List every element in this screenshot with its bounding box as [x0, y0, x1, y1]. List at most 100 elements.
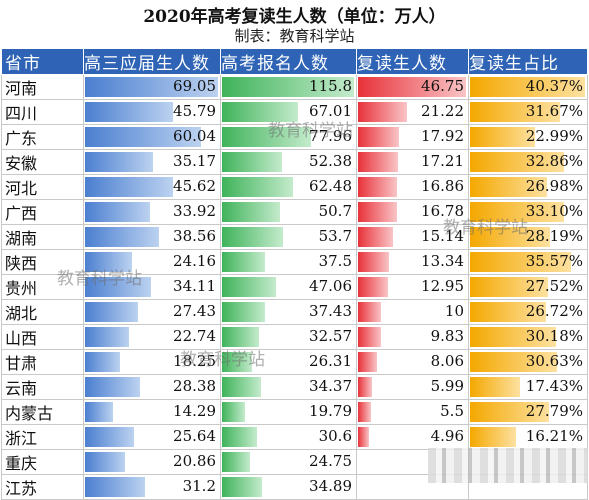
value-label: 8.06	[430, 352, 464, 370]
value-label: 67.01	[309, 102, 352, 120]
table-row: 河北 45.62 62.48 16.86 26.98%	[1, 174, 588, 200]
province-label: 陕西	[5, 254, 38, 273]
value-label: 115.8	[309, 77, 352, 95]
ratio-cell: 31.67%	[468, 99, 588, 125]
data-bar	[222, 252, 265, 272]
province-cell: 广东	[1, 124, 84, 150]
value-label: 35.57%	[525, 252, 583, 270]
table-row: 陕西 24.16 37.5 13.34 35.57%	[1, 249, 588, 275]
data-bar	[222, 377, 261, 397]
province-label: 安徽	[5, 154, 38, 173]
col-header-repeaters: 复读生人数	[356, 48, 469, 75]
value-label: 17.21	[421, 152, 464, 170]
value-label: 33.92	[173, 202, 216, 220]
table-row: 广西 33.92 50.7 16.78 33.10%	[1, 199, 588, 225]
value-label: 62.48	[309, 177, 352, 195]
table-row: 湖南 38.56 53.7 15.14 28.19%	[1, 224, 588, 250]
data-bar	[222, 227, 283, 247]
data-table: 省市 高三应届生人数 高考报名人数 复读生人数 复读生占比 河南 69.05 115…	[1, 48, 588, 500]
data-bar	[470, 352, 557, 372]
ratio-cell: 28.19%	[468, 224, 588, 250]
value-label: 35.17	[173, 152, 216, 170]
province-label: 重庆	[5, 454, 38, 473]
repeaters-cell: 16.78	[356, 199, 469, 225]
data-bar	[222, 202, 280, 222]
graduates-cell: 35.17	[83, 149, 221, 175]
province-cell: 广西	[1, 199, 84, 225]
chart-title: 2020年高考复读生人数（单位：万人）	[143, 7, 446, 27]
graduates-cell: 60.04	[83, 124, 221, 150]
value-label: 4.96	[430, 427, 464, 445]
data-bar	[222, 102, 298, 122]
value-label: 31.2	[182, 477, 216, 495]
data-bar	[470, 177, 547, 197]
value-label: 19.79	[309, 402, 352, 420]
value-label: 16.21%	[525, 427, 583, 445]
value-label: 24.75	[309, 452, 352, 470]
value-label: 18.25	[173, 352, 216, 370]
province-cell: 河南	[1, 74, 84, 100]
province-cell: 浙江	[1, 424, 84, 450]
ratio-cell: 26.72%	[468, 299, 588, 325]
ratio-cell: 26.98%	[468, 174, 588, 200]
data-bar	[222, 427, 257, 447]
repeaters-cell: 8.06	[356, 349, 469, 375]
repeaters-cell: 13.34	[356, 249, 469, 275]
province-cell: 江苏	[1, 474, 84, 500]
value-label: 27.79%	[525, 402, 583, 420]
table-row: 山西 22.74 32.57 9.83 30.18%	[1, 324, 588, 350]
registrations-cell: 53.7	[220, 224, 357, 250]
value-label: 12.95	[421, 277, 464, 295]
value-label: 45.62	[173, 177, 216, 195]
value-label: 77.96	[309, 127, 352, 145]
value-label: 50.7	[318, 202, 352, 220]
data-bar	[358, 302, 381, 322]
registrations-cell: 30.6	[220, 424, 357, 450]
graduates-cell: 31.2	[83, 474, 221, 500]
data-bar	[358, 327, 381, 347]
value-label: 26.72%	[525, 302, 583, 320]
value-label: 24.16	[173, 252, 216, 270]
col-header-province: 省市	[1, 48, 84, 75]
data-bar	[222, 452, 250, 472]
value-label: 40.37%	[525, 77, 583, 95]
data-bar	[222, 327, 259, 347]
ratio-cell: 27.52%	[468, 274, 588, 300]
repeaters-cell: 9.83	[356, 324, 469, 350]
data-bar	[470, 227, 550, 247]
data-bar	[85, 152, 153, 172]
data-bar	[470, 402, 549, 422]
graduates-cell: 33.92	[83, 199, 221, 225]
ratio-cell: 35.57%	[468, 249, 588, 275]
value-label: 26.31	[309, 352, 352, 370]
ratio-cell: 30.63%	[468, 349, 588, 375]
blurred-overlay	[428, 448, 588, 483]
value-label: 30.18%	[525, 327, 583, 345]
data-bar	[470, 377, 520, 397]
province-label: 河南	[5, 79, 38, 98]
repeaters-cell: 16.86	[356, 174, 469, 200]
ratio-cell: 27.79%	[468, 399, 588, 425]
data-bar	[358, 402, 371, 422]
province-cell: 湖北	[1, 299, 84, 325]
value-label: 34.89	[309, 477, 352, 495]
table-row: 云南 28.38 34.37 5.99 17.43%	[1, 374, 588, 400]
value-label: 37.5	[318, 252, 352, 270]
registrations-cell: 34.37	[220, 374, 357, 400]
value-label: 27.43	[173, 302, 216, 320]
data-bar	[85, 127, 201, 147]
value-label: 46.75	[421, 77, 464, 95]
province-label: 浙江	[5, 429, 38, 448]
data-bar	[358, 77, 466, 97]
province-label: 湖南	[5, 229, 38, 248]
value-label: 38.56	[173, 227, 216, 245]
repeaters-cell: 5.5	[356, 399, 469, 425]
value-label: 10	[444, 302, 464, 320]
table-body: 河南 69.05 115.8 46.75 40.37% 四川 45.79 67.01 21.22…	[1, 74, 588, 500]
province-cell: 云南	[1, 374, 84, 400]
registrations-cell: 52.38	[220, 149, 357, 175]
data-bar	[222, 152, 282, 172]
province-label: 山西	[5, 329, 38, 348]
value-label: 16.86	[421, 177, 464, 195]
ratio-cell: 16.21%	[468, 424, 588, 450]
